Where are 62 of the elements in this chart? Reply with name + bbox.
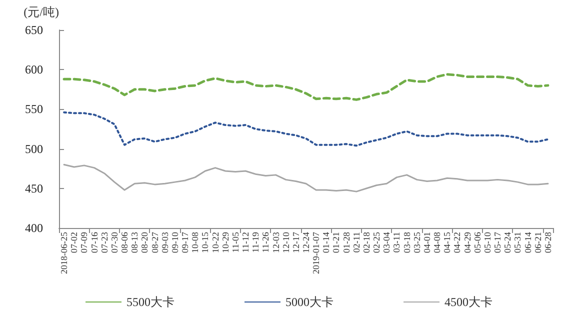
- x-tick-label: 2019-01-07: [311, 232, 322, 274]
- x-tick-label: 12-24: [301, 232, 311, 253]
- x-tick-label: 09-17: [180, 232, 190, 253]
- x-tick-label: 07-16: [89, 232, 100, 253]
- line-series: [62, 73, 550, 101]
- x-tick-label: 01-21: [331, 232, 342, 253]
- x-tick-label: 06-28: [542, 232, 553, 253]
- line-series: [63, 164, 549, 192]
- x-tick-label: 10-22: [210, 232, 220, 253]
- x-tick-label: 04-15: [442, 232, 452, 253]
- line-series: [63, 111, 549, 147]
- legend-label: 5000大卡: [286, 295, 334, 309]
- x-tick-label: 11-19: [250, 232, 261, 253]
- x-tick-label: 06-14: [522, 232, 533, 253]
- y-axis-title: (元/吨): [24, 5, 59, 19]
- y-tick-label: 600: [25, 62, 43, 77]
- x-tick-label: 07-30: [109, 232, 120, 253]
- legend-label: 4500大卡: [444, 295, 492, 309]
- x-tick-label: 12-10: [280, 232, 291, 253]
- x-tick-label: 05-06: [472, 232, 482, 253]
- x-tick-label: 02-18: [361, 232, 372, 253]
- x-tick-label: 02-11: [351, 232, 362, 253]
- x-tick-label: 04-29: [462, 232, 472, 253]
- x-tick-label: 12-17: [290, 232, 301, 253]
- x-tick-label: 04-22: [452, 232, 462, 253]
- x-tick-label: 07-23: [99, 232, 110, 253]
- x-tick-label: 10-08: [190, 232, 200, 253]
- x-tick-label: 06-21: [532, 232, 543, 253]
- x-tick-label: 08-06: [120, 232, 130, 253]
- x-tick-label: 11-12: [240, 232, 251, 253]
- y-tick-label: 450: [25, 181, 43, 196]
- x-tick-label: 07-02: [69, 232, 80, 253]
- legend-label: 5500大卡: [126, 295, 174, 309]
- x-tick-label: 09-03: [160, 232, 170, 253]
- x-tick-label: 05-31: [512, 232, 523, 253]
- x-tick-label: 05-10: [482, 232, 492, 253]
- x-tick-label: 03-11: [392, 232, 402, 253]
- x-tick-label: 01-28: [341, 232, 352, 253]
- x-tick-label: 12-03: [270, 232, 281, 253]
- x-tick-label: 08-27: [150, 232, 160, 253]
- y-tick-label: 650: [25, 23, 43, 37]
- x-tick-label: 01-14: [321, 232, 332, 253]
- x-tick-label: 10-15: [200, 232, 210, 253]
- x-tick-label: 11-05: [230, 232, 240, 253]
- x-tick-label: 11-26: [260, 232, 271, 253]
- y-tick-label: 400: [25, 221, 43, 235]
- x-tick-label: 03-04: [382, 232, 392, 253]
- y-tick-label: 550: [25, 102, 43, 116]
- x-tick-label: 10-29: [220, 232, 230, 253]
- x-tick-label: 03-25: [412, 232, 422, 253]
- x-tick-label: 04-01: [422, 232, 432, 253]
- x-tick-label: 09-10: [170, 232, 180, 253]
- x-tick-label: 08-20: [140, 232, 150, 253]
- x-tick-label: 05-17: [492, 232, 503, 253]
- x-tick-label: 04-08: [432, 232, 442, 253]
- x-tick-label: 2018-06-25: [59, 232, 70, 274]
- x-tick-label: 05-24: [502, 232, 513, 253]
- x-tick-label: 07-09: [79, 232, 90, 253]
- x-tick-label: 03-18: [402, 232, 412, 253]
- y-tick-label: 500: [25, 142, 43, 156]
- x-tick-label: 02-25: [372, 232, 382, 253]
- x-tick-label: 08-13: [130, 232, 140, 253]
